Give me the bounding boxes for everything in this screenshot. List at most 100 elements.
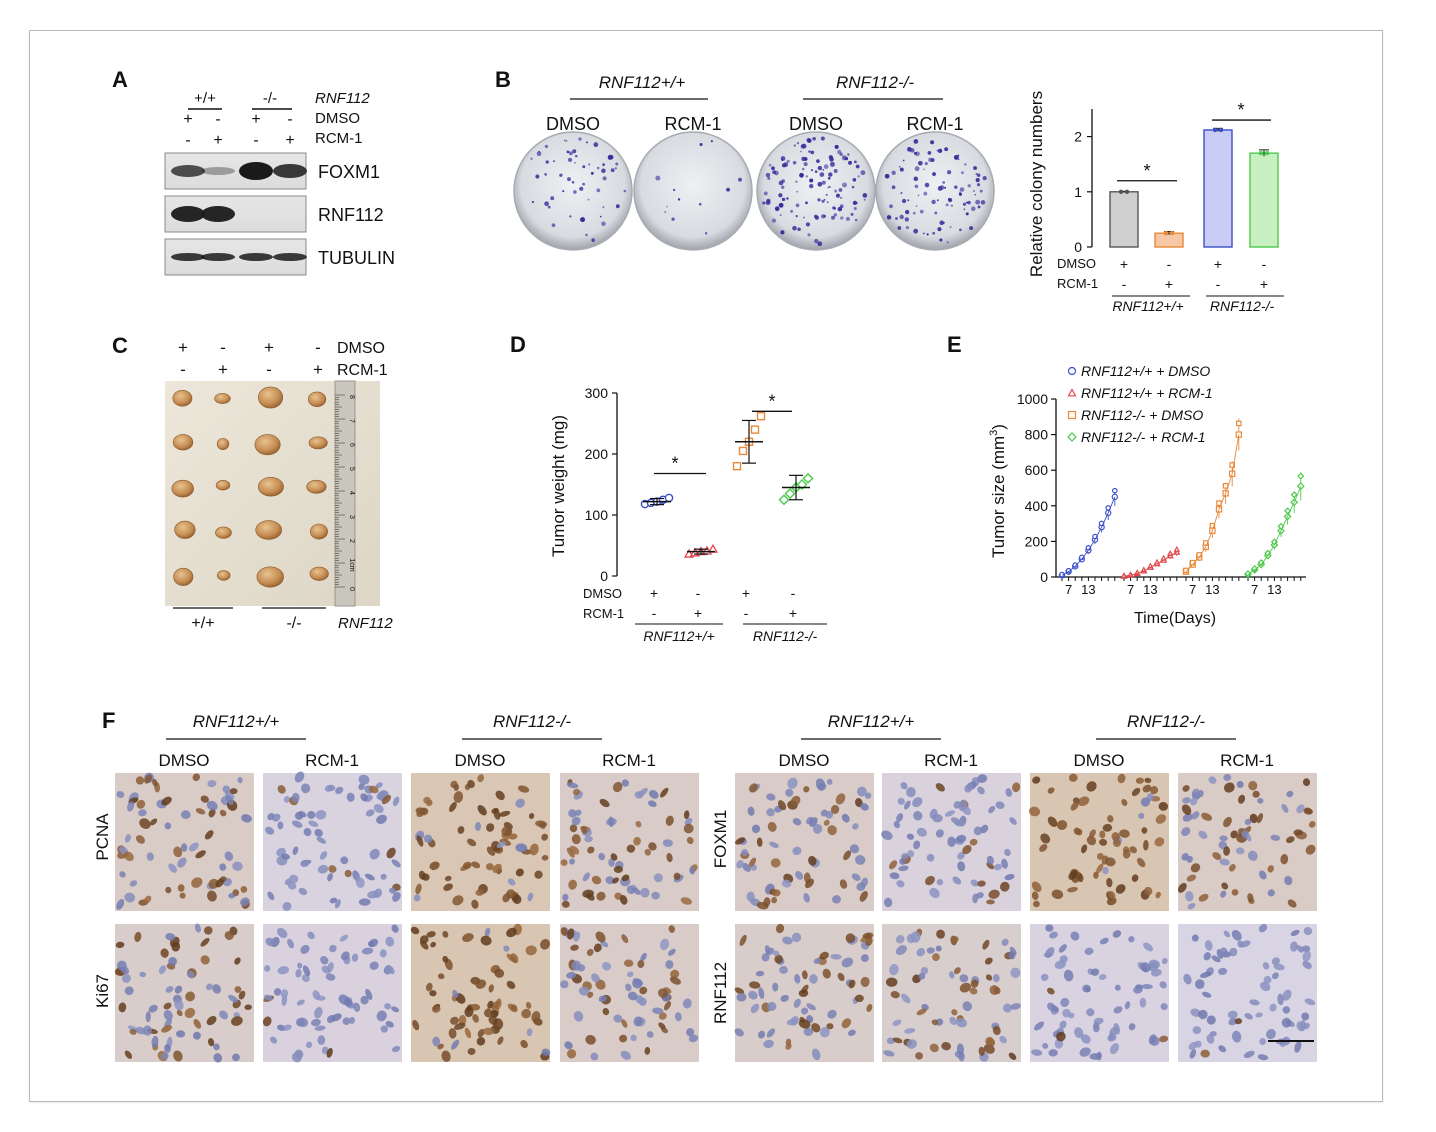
tumor xyxy=(216,438,230,450)
ihc-nucleus xyxy=(913,840,921,850)
ihc-nucleus xyxy=(578,986,590,996)
tumor xyxy=(257,477,284,497)
ihc-nucleus xyxy=(567,928,575,940)
e-xtick-label: 13 xyxy=(1081,582,1095,597)
ihc-nucleus xyxy=(462,933,474,943)
ihc-nucleus xyxy=(385,936,395,947)
e-xtick-label: 7 xyxy=(1065,582,1072,597)
ihc-nucleus xyxy=(633,1016,643,1027)
ihc-nucleus xyxy=(811,1048,821,1061)
colony xyxy=(840,216,844,220)
ihc-nucleus xyxy=(683,810,690,820)
ihc-nucleus xyxy=(916,827,927,837)
f-column-label: DMSO xyxy=(1074,751,1125,770)
ihc-nucleus xyxy=(648,800,657,807)
ihc-nucleus xyxy=(1086,835,1097,846)
ihc-nucleus xyxy=(1269,1003,1277,1012)
ihc-nucleus xyxy=(1208,776,1217,784)
ihc-nucleus xyxy=(320,955,329,965)
ihc-nucleus xyxy=(1191,788,1201,799)
ruler-label: 4 xyxy=(348,491,355,495)
e-marker xyxy=(1183,567,1189,574)
ihc-nucleus xyxy=(391,924,399,933)
colony xyxy=(975,199,981,205)
ihc-nucleus xyxy=(367,890,379,899)
ihc-nucleus xyxy=(1191,934,1199,942)
ihc-nucleus xyxy=(277,785,286,794)
ihc-nucleus xyxy=(485,863,494,871)
ihc-nucleus xyxy=(1136,857,1146,868)
colony xyxy=(967,200,971,205)
ihc-nucleus xyxy=(613,865,624,874)
e-xtick-label: 7 xyxy=(1127,582,1134,597)
ihc-nucleus xyxy=(277,821,284,830)
blot-label-foxm1: FOXM1 xyxy=(318,162,380,182)
e-marker xyxy=(1067,432,1077,442)
ihc-nucleus xyxy=(541,854,549,861)
ihc-nucleus xyxy=(329,897,338,904)
ihc-nucleus xyxy=(803,893,810,903)
colony xyxy=(792,225,797,231)
ihc-nucleus xyxy=(1032,776,1041,784)
ihc-nucleus xyxy=(1042,1042,1049,1049)
ihc-nucleus xyxy=(1001,858,1008,869)
b-bar xyxy=(1154,232,1184,248)
blot-label-rnf112: RNF112 xyxy=(318,205,384,225)
colony xyxy=(931,199,936,205)
f-column-label: RCM-1 xyxy=(602,751,656,770)
ihc-nucleus xyxy=(200,795,209,803)
colony xyxy=(566,150,570,154)
ihc-nucleus xyxy=(742,863,752,872)
d-dmso-sign: + xyxy=(742,585,750,601)
ihc-nucleus xyxy=(746,891,755,902)
e-xlabel: Time(Days) xyxy=(1134,610,1216,627)
ihc-nucleus xyxy=(1186,874,1197,882)
ihc-nucleus xyxy=(674,1012,682,1022)
ihc-nucleus xyxy=(1148,1034,1157,1045)
ihc-nucleus xyxy=(956,1043,965,1055)
ihc-nucleus xyxy=(1067,886,1078,893)
ihc-nucleus xyxy=(621,934,629,944)
ihc-nucleus xyxy=(1229,947,1238,957)
ihc-nucleus xyxy=(907,850,915,858)
ihc-nucleus xyxy=(240,886,248,893)
ihc-nucleus xyxy=(591,973,600,983)
ihc-nucleus xyxy=(1231,889,1239,896)
d-ytick-label: 200 xyxy=(585,446,609,462)
ihc-nucleus xyxy=(204,830,214,840)
ihc-nucleus xyxy=(426,931,436,938)
ihc-nucleus xyxy=(353,1002,361,1012)
ihc-nucleus xyxy=(303,827,312,837)
colony xyxy=(837,149,842,155)
colony xyxy=(807,233,811,237)
ihc-nucleus xyxy=(1277,993,1284,1006)
d-rcm-sign: - xyxy=(744,605,749,621)
ihc-nucleus xyxy=(142,1025,152,1036)
ihc-nucleus xyxy=(786,1018,799,1026)
colony xyxy=(850,212,854,216)
colony xyxy=(828,155,834,160)
ihc-nucleus xyxy=(959,982,971,993)
ihc-nucleus xyxy=(803,1027,814,1036)
ihc-nucleus xyxy=(929,887,940,899)
ihc-nucleus xyxy=(770,858,781,868)
ruler-label: 8 xyxy=(348,395,355,399)
colony xyxy=(809,183,814,189)
ihc-nucleus xyxy=(418,870,426,880)
ihc-nucleus xyxy=(793,998,801,1008)
ihc-nucleus xyxy=(1047,816,1058,827)
ihc-nucleus xyxy=(165,933,176,941)
ihc-nucleus xyxy=(381,794,392,805)
ihc-nucleus xyxy=(670,969,680,979)
ihc-nucleus xyxy=(200,955,210,965)
colony xyxy=(851,185,855,189)
panel-letter-c: C xyxy=(112,333,128,358)
ihc-nucleus xyxy=(571,834,581,845)
ihc-nucleus xyxy=(219,863,227,871)
e-marker xyxy=(1112,487,1118,494)
ihc-nucleus xyxy=(584,836,593,843)
colony xyxy=(575,154,578,158)
colony xyxy=(942,181,946,184)
ihc-nucleus xyxy=(232,1053,240,1062)
ihc-nucleus xyxy=(265,937,275,947)
